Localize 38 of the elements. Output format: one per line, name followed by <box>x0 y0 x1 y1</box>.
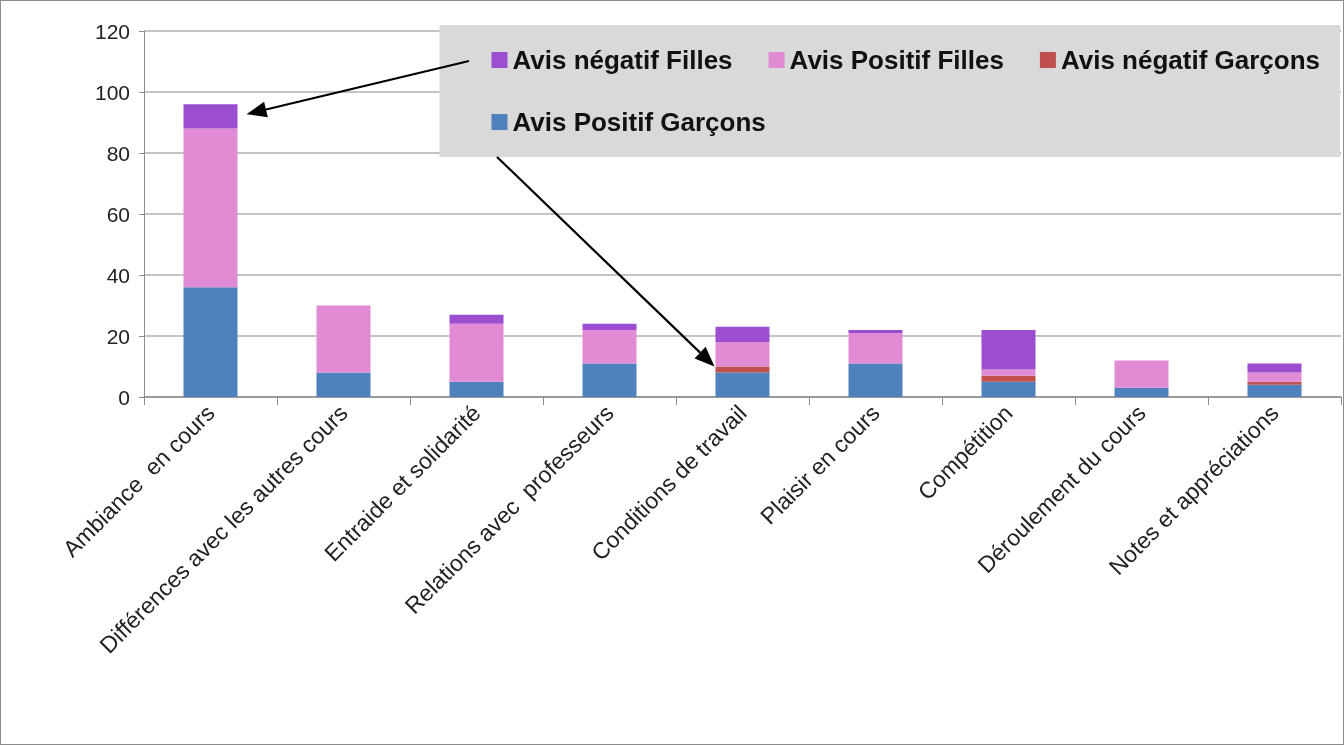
bar <box>848 363 903 397</box>
bar <box>848 332 903 364</box>
bar <box>449 381 504 397</box>
y-tick-label: 0 <box>118 385 130 409</box>
y-tick-label: 40 <box>106 263 130 287</box>
bar <box>316 372 371 397</box>
bar <box>582 363 637 397</box>
y-tick-label: 120 <box>94 19 130 43</box>
bar <box>1247 384 1302 397</box>
bar <box>183 287 238 397</box>
bar <box>981 329 1036 370</box>
bar <box>183 104 238 129</box>
bar <box>1247 363 1302 373</box>
bar <box>848 329 903 333</box>
bar <box>715 366 770 373</box>
y-tick-label: 80 <box>106 141 130 165</box>
legend-label: Avis négatif Garçons <box>1060 45 1321 75</box>
bar <box>715 326 770 343</box>
bar <box>582 323 637 330</box>
y-tick-label: 60 <box>106 202 130 226</box>
bar <box>1247 381 1302 385</box>
legend-label: Avis Positif Filles <box>789 45 1004 75</box>
bar <box>981 381 1036 397</box>
bar <box>316 305 371 373</box>
y-tick-label: 100 <box>94 80 130 104</box>
bar <box>1114 360 1169 388</box>
bar <box>1247 372 1302 382</box>
bar <box>183 128 238 288</box>
bar <box>715 372 770 397</box>
bar <box>981 375 1036 382</box>
bar <box>582 329 637 364</box>
y-tick-label: 20 <box>106 324 130 348</box>
bar <box>1114 387 1169 397</box>
bar <box>449 314 504 324</box>
legend-label: Avis négatif Filles <box>512 45 733 75</box>
bar <box>449 323 504 382</box>
legend-label: Avis Positif Garçons <box>512 107 766 137</box>
bar <box>981 369 1036 376</box>
